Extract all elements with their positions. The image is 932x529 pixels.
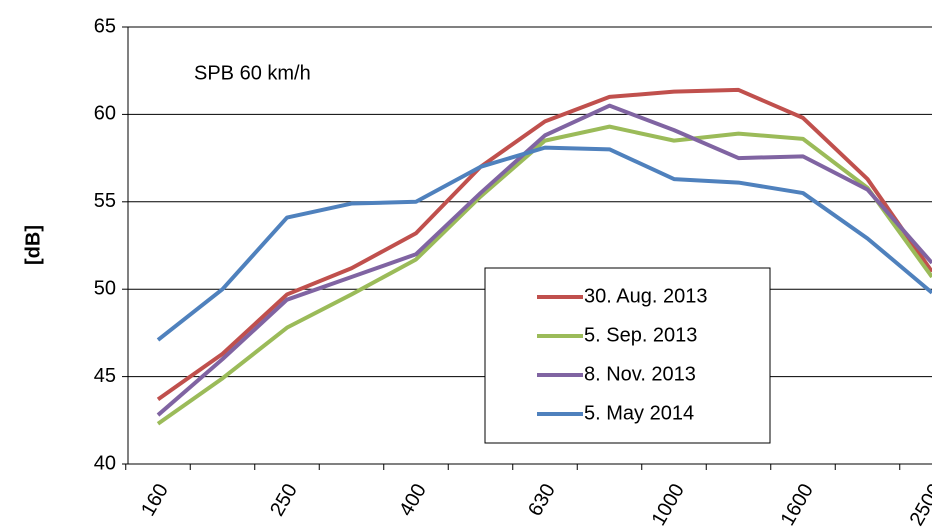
x-tick-label: 250 xyxy=(266,480,302,520)
y-tick-label: 65 xyxy=(94,15,116,37)
y-axis-label: [dB] xyxy=(22,225,44,265)
x-tick-label: 630 xyxy=(524,480,560,520)
y-tick-label: 50 xyxy=(94,277,116,299)
line-series xyxy=(156,145,932,342)
x-tick-label: 1600 xyxy=(777,480,818,529)
y-tick-label: 40 xyxy=(94,452,116,474)
line-series xyxy=(156,87,932,401)
y-tick-label: 45 xyxy=(94,365,116,387)
legend-label: 5. Sep. 2013 xyxy=(584,324,697,346)
x-tick-label: 400 xyxy=(395,480,431,520)
annotation: SPB 60 km/h xyxy=(194,62,311,84)
x-tick-label: 160 xyxy=(137,480,173,520)
line-series xyxy=(156,103,932,417)
x-tick-label: 1000 xyxy=(648,480,689,529)
legend-label: 5. May 2014 xyxy=(584,402,694,424)
x-tick-label: 2500 xyxy=(906,480,932,529)
legend-label: 30. Aug. 2013 xyxy=(584,285,707,307)
legend-box xyxy=(484,267,771,444)
y-tick-label: 60 xyxy=(94,103,116,125)
line-series xyxy=(156,124,932,426)
legend-label: 8. Nov. 2013 xyxy=(584,363,696,385)
y-tick-label: 55 xyxy=(94,190,116,212)
